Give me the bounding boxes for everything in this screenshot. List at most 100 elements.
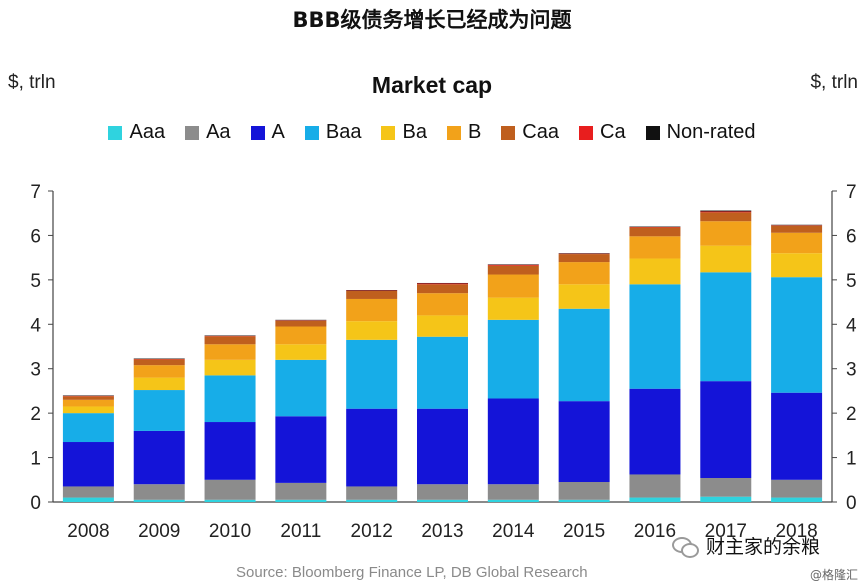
y-tick-label-left: 6 (30, 226, 41, 247)
bar-segment-a-2018 (771, 392, 823, 480)
x-tick-label: 2014 (492, 521, 535, 542)
x-tick-label: 2015 (563, 521, 605, 542)
y-tick-label-right: 0 (846, 493, 857, 514)
bar-segment-baa-2014 (487, 319, 539, 399)
legend-item-ca: Ca (579, 121, 626, 144)
legend-item-aaa: Aaa (108, 121, 165, 144)
bar-segment-aa-2011 (275, 482, 327, 500)
wechat-icon (672, 535, 699, 558)
bar-segment-b-2012 (346, 298, 398, 322)
bar-segment-caa-2009 (133, 359, 185, 366)
x-tick-label: 2010 (209, 521, 251, 542)
bar-segment-ba-2011 (275, 344, 327, 360)
bar-segment-baa-2016 (629, 284, 681, 389)
y-tick-label-right: 2 (846, 404, 857, 425)
bar-segment-a-2017 (700, 381, 752, 478)
bar-segment-caa-2012 (346, 290, 398, 299)
bar-segment-baa-2018 (771, 277, 823, 393)
bar-segment-aa-2010 (204, 479, 256, 500)
legend-swatch (381, 125, 396, 140)
bar-segment-ca-2014 (487, 264, 539, 266)
bar-segment-aaa-2009 (133, 499, 185, 502)
bar-segment-caa-2013 (417, 284, 468, 294)
legend-swatch (501, 125, 516, 140)
bar-segment-baa-2008 (62, 413, 114, 443)
bar-segment-caa-2011 (275, 320, 327, 327)
bar-segment-aaa-2012 (346, 499, 398, 502)
y-tick-label-right: 3 (846, 360, 857, 381)
bar-segment-b-2010 (204, 344, 256, 360)
bar-segment-aaa-2015 (558, 499, 610, 502)
legend-swatch (185, 125, 200, 140)
legend-item-a: A (250, 121, 285, 144)
y-tick-label-left: 7 (30, 182, 41, 203)
bar-segment-ca-2017 (700, 211, 752, 213)
legend-swatch (250, 125, 265, 140)
y-tick-label-right: 4 (846, 315, 857, 336)
bar-segment-a-2012 (346, 408, 398, 487)
bar-segment-b-2011 (275, 326, 327, 345)
y-tick-label-right: 7 (846, 182, 857, 203)
bar-segment-aa-2016 (629, 474, 681, 498)
bar-segment-a-2014 (487, 398, 539, 485)
bar-segment-aaa-2016 (629, 497, 681, 502)
bar-segment-b-2009 (133, 365, 185, 378)
bar-segment-ba-2010 (204, 359, 256, 376)
x-tick-label: 2013 (421, 521, 463, 542)
bar-segment-non-rated-2017 (700, 210, 752, 212)
bar-segment-aa-2012 (346, 486, 398, 500)
y-tick-label-left: 1 (30, 449, 41, 470)
bar-segment-b-2017 (700, 221, 752, 246)
legend-swatch (304, 125, 319, 140)
bar-segment-aa-2008 (62, 486, 114, 498)
bar-segment-b-2016 (629, 236, 681, 259)
bar-segment-b-2015 (558, 262, 610, 285)
legend-label: Ca (600, 121, 626, 143)
bar-segment-aaa-2011 (275, 499, 327, 502)
chart-title: Market cap (371, 72, 493, 98)
bar-segment-ba-2016 (629, 258, 681, 285)
legend-swatch (108, 125, 123, 140)
bar-segment-caa-2018 (771, 225, 823, 233)
x-tick-label: 2011 (280, 521, 321, 542)
legend-label: Caa (522, 121, 559, 143)
y-tick-label-left: 2 (30, 404, 41, 425)
legend-swatch (579, 125, 593, 140)
x-tick-label: 2009 (138, 521, 180, 542)
legend-item-baa: Baa (304, 121, 361, 144)
bar-segment-caa-2008 (62, 396, 114, 400)
bar-segment-ba-2015 (558, 284, 610, 309)
legend-item-ba: Ba (381, 121, 427, 144)
bar-segment-baa-2013 (417, 336, 468, 409)
bar-segment-baa-2010 (204, 375, 256, 423)
y-tick-label-right: 6 (846, 226, 857, 247)
bar-segment-b-2018 (771, 232, 823, 254)
legend-label: B (467, 121, 482, 143)
legend-label: Aaa (129, 121, 166, 143)
y-tick-label-left: 4 (30, 315, 41, 336)
bar-segment-aaa-2008 (62, 497, 114, 502)
bar-segment-aa-2013 (417, 484, 468, 500)
bar-segment-caa-2014 (487, 265, 539, 275)
watermark-text: @格隆汇 (809, 568, 858, 582)
bar-segment-a-2015 (558, 401, 610, 483)
bar-segment-b-2014 (487, 274, 539, 298)
legend-item-caa: Caa (501, 121, 559, 144)
bar-segment-ca-2013 (417, 283, 468, 285)
bar-segment-b-2013 (417, 293, 468, 316)
bar-segment-caa-2010 (204, 336, 256, 345)
bar-segment-baa-2015 (558, 308, 610, 402)
bar-segment-caa-2017 (700, 212, 752, 222)
page-title: BBB级债务增长已经成为问题 (292, 8, 572, 32)
x-tick-label: 2017 (705, 521, 747, 542)
wechat-account: 财主家的余粮 (672, 532, 820, 559)
bar-segment-aa-2015 (558, 482, 610, 500)
bar-segment-a-2010 (204, 422, 256, 480)
x-tick-label: 2016 (634, 521, 676, 542)
bar-segment-ba-2012 (346, 321, 398, 340)
bar-segment-baa-2012 (346, 339, 398, 409)
bar-segment-baa-2009 (133, 390, 185, 431)
chart-legend: Aaa Aa A Baa Ba B Caa Ca Non-rated (0, 121, 864, 144)
bar-segment-a-2013 (417, 408, 468, 485)
